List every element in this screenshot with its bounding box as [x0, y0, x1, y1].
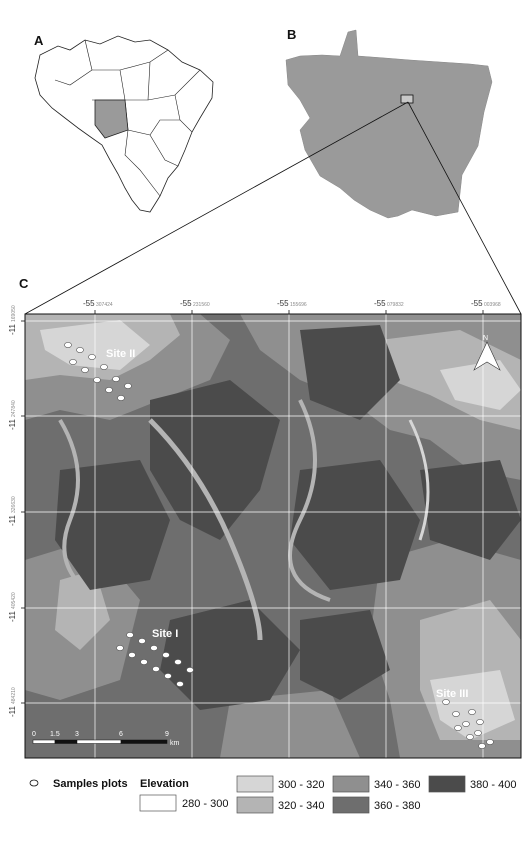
sample-plot [174, 659, 182, 665]
lon-tick-3-major: -55 [277, 299, 289, 308]
legend-elevation-title: Elevation [140, 778, 189, 790]
legend-swatch-300-320 [236, 775, 274, 793]
site-i-plots [116, 632, 194, 687]
sample-plot [164, 673, 172, 679]
longitude-labels: -55 307424 -55 231560 -55 155696 -55 079… [83, 299, 501, 308]
brazil-map [34, 35, 214, 213]
map-frame [24, 313, 522, 759]
legend-swatch-340-360 [332, 775, 370, 793]
site-iii-plots [442, 699, 494, 749]
sample-plot [468, 709, 476, 715]
graticule [25, 314, 521, 758]
legend-swatch-320-340 [236, 796, 274, 814]
legend-swatch-280-300 [139, 794, 177, 812]
latitude-labels: -11 169050 -11 247840 -11 326630 -11 405… [8, 305, 17, 717]
lat-tick-5-major: -11 [8, 705, 17, 717]
sample-plot [126, 632, 134, 638]
study-area-box [400, 94, 414, 104]
sample-plot [186, 667, 194, 673]
sample-plot [93, 377, 101, 383]
sample-plot [64, 342, 72, 348]
north-label: N [483, 335, 488, 342]
sample-plot [116, 645, 124, 651]
legend-label-340-360: 340 - 360 [374, 779, 420, 791]
sample-plot [478, 743, 486, 749]
legend-label-360-380: 360 - 380 [374, 800, 420, 812]
lon-tick-3-minor: 155696 [290, 302, 307, 308]
sample-plot [454, 725, 462, 731]
lon-tick-4-major: -55 [374, 299, 386, 308]
sample-plot [100, 364, 108, 370]
lat-tick-4-major: -11 [8, 610, 17, 622]
sample-plot [105, 387, 113, 393]
sample-plot [124, 383, 132, 389]
scale-tick-9: 9 [165, 731, 169, 738]
sample-plot [462, 721, 470, 727]
scale-unit: km [170, 740, 180, 747]
sample-plot [476, 719, 484, 725]
panel-a-label: A [34, 33, 44, 48]
lon-tick-5-minor: 003968 [484, 302, 501, 308]
lon-tick-1-major: -55 [83, 299, 95, 308]
legend-samples-label: Samples plots [53, 778, 128, 790]
site-ii-label: Site II [106, 348, 135, 360]
scale-tick-1-5: 1.5 [50, 731, 60, 738]
sample-plot [88, 354, 96, 360]
north-arrow-icon: N [473, 335, 501, 371]
tick-marks [21, 310, 484, 704]
sample-plot [140, 659, 148, 665]
legend-swatch-360-380 [332, 796, 370, 814]
state-map [285, 29, 493, 219]
lat-tick-4-minor: 405420 [11, 592, 17, 609]
sample-plot [138, 638, 146, 644]
state-shape [285, 29, 493, 219]
highlighted-state [94, 99, 129, 139]
site-iii-label: Site III [436, 688, 468, 700]
lat-tick-3-minor: 326630 [11, 496, 17, 513]
lon-tick-5-major: -55 [471, 299, 483, 308]
lat-tick-5-minor: 484210 [11, 687, 17, 704]
legend-label-280-300: 280 - 300 [182, 798, 228, 810]
sample-plot [466, 734, 474, 740]
lon-tick-2-major: -55 [180, 299, 192, 308]
sample-plot [76, 347, 84, 353]
sample-plot [152, 666, 160, 672]
sample-plot [117, 395, 125, 401]
scale-bar: 0 1.5 3 6 9 km [32, 731, 180, 747]
sample-plot [486, 739, 494, 745]
site-ii-plots [64, 342, 132, 401]
legend: Samples plots Elevation 280 - 300 300 - … [29, 775, 516, 814]
site-i-label: Site I [152, 628, 178, 640]
sample-plot [150, 645, 158, 651]
lon-tick-1-minor: 307424 [96, 302, 113, 308]
scale-tick-3: 3 [75, 731, 79, 738]
sample-plot [81, 367, 89, 373]
legend-label-320-340: 320 - 340 [278, 800, 324, 812]
sample-plot [176, 681, 184, 687]
lat-tick-1-minor: 169050 [11, 305, 17, 322]
sample-plot [442, 699, 450, 705]
lat-tick-1-major: -11 [8, 323, 17, 335]
panel-b-label: B [287, 27, 297, 42]
sample-plot [69, 359, 77, 365]
legend-swatch-380-400 [428, 775, 466, 793]
sample-plot [112, 376, 120, 382]
sample-plot-legend-icon [29, 779, 39, 787]
sample-plot [128, 652, 136, 658]
sample-plot [474, 730, 482, 736]
sample-plot [162, 652, 170, 658]
legend-label-300-320: 300 - 320 [278, 779, 324, 791]
lat-tick-3-major: -11 [8, 514, 17, 526]
lat-tick-2-minor: 247840 [11, 400, 17, 417]
panel-c-label: C [19, 276, 29, 291]
scale-tick-6: 6 [119, 731, 123, 738]
lon-tick-2-minor: 231560 [193, 302, 210, 308]
legend-label-380-400: 380 - 400 [470, 779, 516, 791]
lat-tick-2-major: -11 [8, 418, 17, 430]
connector-lines [24, 101, 522, 315]
scale-tick-0: 0 [32, 731, 36, 738]
sample-plot [452, 711, 460, 717]
lon-tick-4-minor: 079832 [387, 302, 404, 308]
